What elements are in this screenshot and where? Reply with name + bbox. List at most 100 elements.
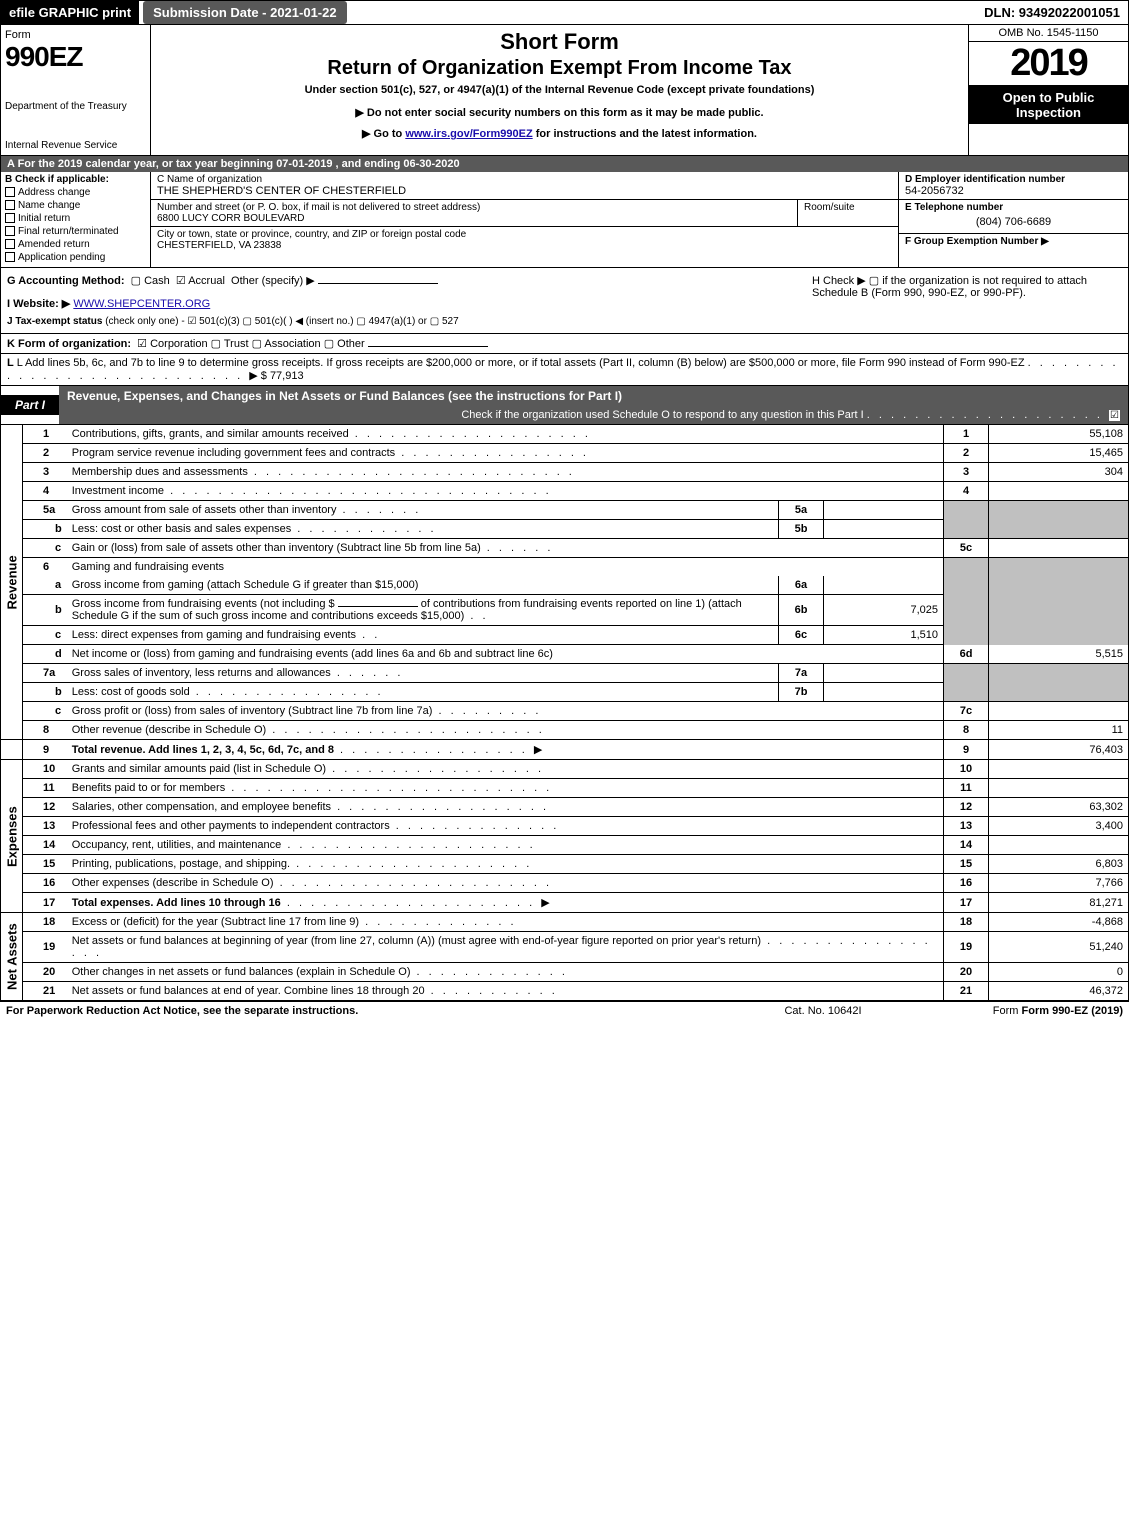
line-8-col: 8 — [944, 721, 989, 740]
org-name: THE SHEPHERD'S CENTER OF CHESTERFIELD — [157, 185, 892, 197]
h-text: H Check ▶ ▢ if the organization is not r… — [812, 275, 1087, 299]
line-3-desc: Membership dues and assessments . . . . … — [67, 463, 944, 482]
header-center: Short Form Return of Organization Exempt… — [151, 25, 968, 155]
line-11-desc: Benefits paid to or for members . . . . … — [67, 779, 944, 798]
l-text: L Add lines 5b, 6c, and 7b to line 9 to … — [17, 357, 1025, 369]
form-number: 990EZ — [5, 41, 146, 73]
section-b-label: B Check if applicable: — [5, 174, 146, 185]
line-11-col: 11 — [944, 779, 989, 798]
line-21-val: 46,372 — [989, 982, 1129, 1001]
room-label: Room/suite — [804, 202, 892, 213]
line-19-col: 19 — [944, 932, 989, 963]
no-ssn-notice: ▶ Do not enter social security numbers o… — [159, 106, 960, 119]
chk-address-change[interactable]: Address change — [5, 187, 146, 198]
line-17-num: 17 — [23, 893, 67, 913]
section-j: J Tax-exempt status (check only one) - ☑… — [7, 316, 802, 327]
org-info-grid: B Check if applicable: Address change Na… — [0, 172, 1129, 268]
chk-name-change[interactable]: Name change — [5, 200, 146, 211]
line-5a-desc: Gross amount from sale of assets other t… — [67, 501, 779, 520]
line-20-col: 20 — [944, 963, 989, 982]
top-bar: efile GRAPHIC print Submission Date - 20… — [0, 0, 1129, 25]
goto-post: for instructions and the latest informat… — [533, 128, 757, 140]
efile-print-label[interactable]: efile GRAPHIC print — [1, 1, 139, 24]
line-6d-val: 5,515 — [989, 645, 1129, 664]
street-label: Number and street (or P. O. box, if mail… — [157, 202, 791, 213]
tax-period-row: A For the 2019 calendar year, or tax yea… — [0, 156, 1129, 172]
line-9-desc: Total revenue. Add lines 1, 2, 3, 4, 5c,… — [67, 740, 944, 760]
chk-initial-return[interactable]: Initial return — [5, 213, 146, 224]
j-detail: (check only one) - ☑ 501(c)(3) ▢ 501(c)(… — [105, 316, 458, 327]
city-value: CHESTERFIELD, VA 23838 — [157, 240, 892, 251]
line-4-desc: Investment income . . . . . . . . . . . … — [67, 482, 944, 501]
line-4-col: 4 — [944, 482, 989, 501]
line-6c-num: c — [23, 626, 67, 645]
line-5a-subnum: 5a — [779, 501, 824, 520]
line-13-num: 13 — [23, 817, 67, 836]
i-label: I Website: ▶ — [7, 298, 70, 310]
line-15-val: 6,803 — [989, 855, 1129, 874]
line-5a-subval — [824, 501, 944, 520]
goto-link[interactable]: www.irs.gov/Form990EZ — [405, 128, 532, 140]
line-19-val: 51,240 — [989, 932, 1129, 963]
line-5c-val — [989, 539, 1129, 558]
line-7ab-grey — [944, 664, 989, 702]
line-21-desc: Net assets or fund balances at end of ye… — [67, 982, 944, 1001]
under-section: Under section 501(c), 527, or 4947(a)(1)… — [159, 84, 960, 96]
line-7a-subnum: 7a — [779, 664, 824, 683]
section-k: K Form of organization: ☑ Corporation ▢ … — [0, 334, 1129, 354]
line-6c-subval: 1,510 — [824, 626, 944, 645]
g-label: G Accounting Method: — [7, 275, 125, 287]
line-6a-subval — [824, 576, 944, 595]
line-7a-num: 7a — [23, 664, 67, 683]
line-6b-desc: Gross income from fundraising events (no… — [67, 595, 779, 626]
line-7b-subnum: 7b — [779, 683, 824, 702]
line-6-grey — [944, 558, 989, 645]
goto-instructions: ▶ Go to www.irs.gov/Form990EZ for instru… — [159, 127, 960, 140]
footer-right: Form Form 990-EZ (2019) — [923, 1005, 1123, 1017]
tax-year: 2019 — [969, 42, 1128, 85]
line-17-val: 81,271 — [989, 893, 1129, 913]
ein-value: 54-2056732 — [905, 185, 1122, 197]
city-cell: City or town, state or province, country… — [151, 227, 898, 267]
chk-amended-return[interactable]: Amended return — [5, 239, 146, 250]
ein-label: D Employer identification number — [905, 174, 1122, 185]
org-name-cell: C Name of organization THE SHEPHERD'S CE… — [151, 172, 898, 200]
line-7a-subval — [824, 664, 944, 683]
line-19-num: 19 — [23, 932, 67, 963]
part1-checkbox[interactable]: ☑ — [1109, 410, 1120, 421]
line-4-val — [989, 482, 1129, 501]
line-12-num: 12 — [23, 798, 67, 817]
line-17-desc: Total expenses. Add lines 10 through 16 … — [67, 893, 944, 913]
website-link[interactable]: WWW.SHEPCENTER.ORG — [73, 298, 210, 310]
line-12-desc: Salaries, other compensation, and employ… — [67, 798, 944, 817]
line-8-num: 8 — [23, 721, 67, 740]
line-3-val: 304 — [989, 463, 1129, 482]
line-10-col: 10 — [944, 760, 989, 779]
line-6a-num: a — [23, 576, 67, 595]
page-footer: For Paperwork Reduction Act Notice, see … — [0, 1001, 1129, 1020]
line-7ab-grey-val — [989, 664, 1129, 702]
chk-application-pending[interactable]: Application pending — [5, 252, 146, 263]
header-right: OMB No. 1545-1150 2019 Open to Public In… — [968, 25, 1128, 155]
line-6a-subnum: 6a — [779, 576, 824, 595]
line-15-desc: Printing, publications, postage, and shi… — [67, 855, 944, 874]
group-exemption-label: F Group Exemption Number ▶ — [905, 236, 1049, 247]
line-7c-val — [989, 702, 1129, 721]
g-other: Other (specify) ▶ — [231, 275, 315, 287]
line-1-col: 1 — [944, 425, 989, 444]
line-21-col: 21 — [944, 982, 989, 1001]
line-5c-num: c — [23, 539, 67, 558]
line-2-num: 2 — [23, 444, 67, 463]
city-label: City or town, state or province, country… — [157, 229, 892, 240]
street-cell: Number and street (or P. O. box, if mail… — [151, 200, 798, 226]
line-6c-subnum: 6c — [779, 626, 824, 645]
line-3-num: 3 — [23, 463, 67, 482]
chk-final-return[interactable]: Final return/terminated — [5, 226, 146, 237]
line-7b-num: b — [23, 683, 67, 702]
line-16-num: 16 — [23, 874, 67, 893]
line-7c-desc: Gross profit or (loss) from sales of inv… — [67, 702, 944, 721]
k-opts: ☑ Corporation ▢ Trust ▢ Association ▢ Ot… — [137, 338, 365, 350]
street-value: 6800 LUCY CORR BOULEVARD — [157, 213, 791, 224]
part1-header: Part I Revenue, Expenses, and Changes in… — [0, 386, 1129, 425]
footer-center: Cat. No. 10642I — [723, 1005, 923, 1017]
